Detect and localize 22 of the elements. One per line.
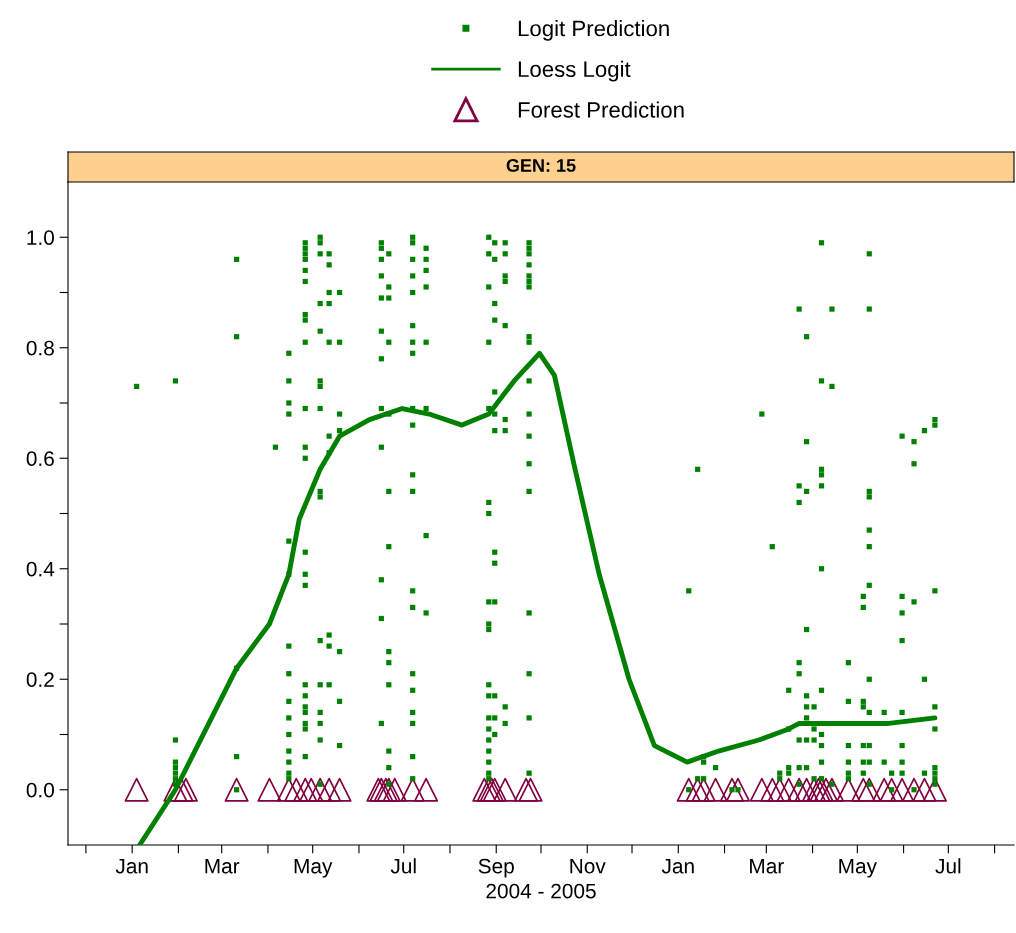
chart-title: GEN: 15 xyxy=(506,159,576,172)
y-tick-label: 0.6 xyxy=(26,451,54,466)
x-tick-label: Jan xyxy=(115,858,148,874)
x-tick-label: May xyxy=(839,858,877,878)
x-tick-label: Nov xyxy=(570,858,606,874)
y-tick-label: 0.8 xyxy=(26,340,54,356)
x-tick-label: May xyxy=(294,858,333,878)
x-tick-label: Mar xyxy=(205,858,240,874)
y-tick-label: 0.2 xyxy=(26,672,54,687)
x-tick-label: Jan xyxy=(661,858,694,874)
x-axis-title: 2004 - 2005 xyxy=(486,883,596,899)
line-series xyxy=(137,350,938,845)
x-tick-label: Mar xyxy=(750,858,784,874)
y-tick-label: 0.0 xyxy=(26,782,54,798)
y-tick-label: 0.4 xyxy=(26,561,55,577)
legend-label: Loess Logit xyxy=(518,60,631,82)
y-tick-label: 1.0 xyxy=(27,230,54,245)
legend-label: Forest Prediction xyxy=(518,101,684,118)
legend-label: Logit Prediction xyxy=(518,20,669,41)
x-tick-label: Jul xyxy=(935,858,961,874)
x-tick-label: Sep xyxy=(478,858,514,878)
x-tick-label: Jul xyxy=(390,858,416,874)
